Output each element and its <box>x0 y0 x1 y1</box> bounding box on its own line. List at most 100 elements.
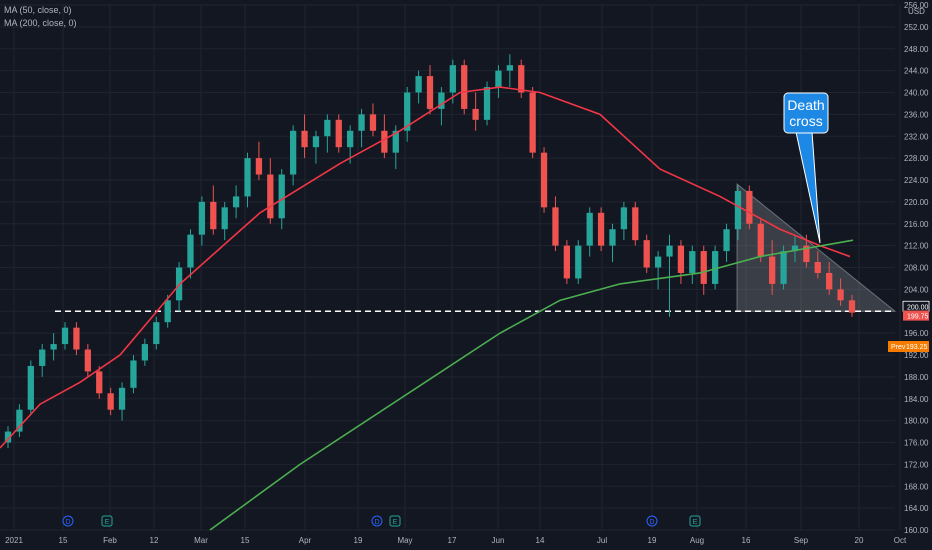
legend-ma50[interactable]: MA (50, close, 0) <box>4 5 72 15</box>
prev-close-tag <box>888 341 929 352</box>
candle-body <box>392 130 399 153</box>
y-tick-label: 192.00 <box>904 351 929 360</box>
candle-body <box>164 300 171 323</box>
candle-body <box>780 251 787 284</box>
callout-line1: Death <box>787 97 824 113</box>
candle-body <box>449 65 456 93</box>
y-tick-label: 224.00 <box>904 176 929 185</box>
candle-body <box>666 245 673 257</box>
y-tick-label: 168.00 <box>904 482 929 491</box>
x-tick-label: 15 <box>241 536 250 545</box>
callout-box <box>783 92 829 134</box>
prev-close-label: Prev <box>891 344 906 351</box>
candle-body <box>575 245 582 279</box>
y-tick-label: 208.00 <box>904 264 929 273</box>
candle-body <box>244 158 251 197</box>
candle-body <box>187 234 194 268</box>
candle-body <box>73 327 80 350</box>
y-tick-label: 220.00 <box>904 198 929 207</box>
candle-body <box>689 251 696 273</box>
candle-body <box>347 130 354 148</box>
y-tick-label: 184.00 <box>904 395 929 404</box>
price-tags: 200.00 199.75 Prev 193.25 <box>888 300 930 352</box>
grid <box>0 4 901 531</box>
candle-body <box>803 245 810 263</box>
candle-body <box>769 256 776 284</box>
badge-label: E <box>393 519 398 526</box>
candle-body <box>324 119 331 137</box>
x-tick-label: 2021 <box>5 536 23 545</box>
x-tick-label: 19 <box>648 536 657 545</box>
x-tick-label: Sep <box>794 536 809 545</box>
candle-body <box>267 174 274 219</box>
candle-body <box>734 190 742 230</box>
y-axis: 256.00 252.00 248.00 244.00 240.00 236.00 232.… <box>904 1 929 535</box>
candle-body <box>381 130 388 153</box>
x-tick-label: Jul <box>597 536 607 545</box>
candle-body <box>141 344 149 361</box>
candle-body <box>415 76 422 93</box>
x-tick-label: Oct <box>894 536 907 545</box>
dividend-badge <box>62 515 74 527</box>
earnings-badge <box>689 515 701 527</box>
candle-body <box>495 70 502 88</box>
candle-body <box>358 114 365 131</box>
candle-body <box>757 223 764 257</box>
indicator-legend: MA (50, close, 0) MA (200, close, 0) <box>4 4 77 30</box>
candle-body <box>289 130 297 175</box>
candle-body <box>518 65 525 93</box>
candle-body <box>221 207 228 230</box>
candle-body <box>540 152 548 208</box>
ma50-line <box>0 86 851 449</box>
candle-body <box>826 272 833 290</box>
x-tick-label: 16 <box>742 536 751 545</box>
x-tick-label: 19 <box>354 536 363 545</box>
x-tick-label: Feb <box>103 536 117 545</box>
x-tick-label: 15 <box>59 536 68 545</box>
badge-label: D <box>65 519 70 526</box>
x-tick-label: Mar <box>194 536 208 545</box>
prev-close-value: 193.25 <box>906 344 928 351</box>
badge-label: D <box>374 519 379 526</box>
badge-label: E <box>693 519 698 526</box>
x-tick-label: Apr <box>299 536 312 545</box>
candle-body <box>586 212 593 246</box>
candle-body <box>130 360 137 388</box>
candle-body <box>84 349 91 372</box>
candle-body <box>791 245 799 252</box>
candle-body <box>563 245 571 279</box>
candle-body <box>107 393 114 410</box>
last-price-tag <box>903 310 929 321</box>
candle-body <box>369 114 377 131</box>
candle-body <box>848 300 856 313</box>
x-tick-label: 17 <box>448 536 457 545</box>
candle-body <box>312 136 320 148</box>
legend-ma200[interactable]: MA (200, close, 0) <box>4 18 77 28</box>
level-tag-text: 200.00 <box>907 304 929 311</box>
candle-body <box>472 108 479 120</box>
y-tick-label: 256.00 <box>904 1 929 10</box>
earnings-badge <box>101 515 113 527</box>
y-tick-label: 228.00 <box>904 154 929 163</box>
y-tick-label: 164.00 <box>904 504 929 513</box>
candle-body <box>153 322 160 345</box>
y-tick-label: 248.00 <box>904 45 929 54</box>
candle-body <box>609 229 616 246</box>
candle-body <box>301 130 308 148</box>
candle-body <box>39 349 46 366</box>
candle-body <box>438 92 445 109</box>
candle-body <box>210 201 217 230</box>
earnings-badge <box>389 515 401 527</box>
ma200-line <box>209 239 854 531</box>
candle-body <box>198 201 206 235</box>
candle-body <box>529 92 536 153</box>
x-tick-label: Jun <box>492 536 505 545</box>
badge-label: E <box>105 519 110 526</box>
currency-label: USD <box>908 7 925 16</box>
y-tick-label: 232.00 <box>904 132 929 141</box>
x-tick-label: Aug <box>690 536 704 545</box>
candle-body <box>96 371 103 394</box>
x-tick-label: 20 <box>855 536 864 545</box>
